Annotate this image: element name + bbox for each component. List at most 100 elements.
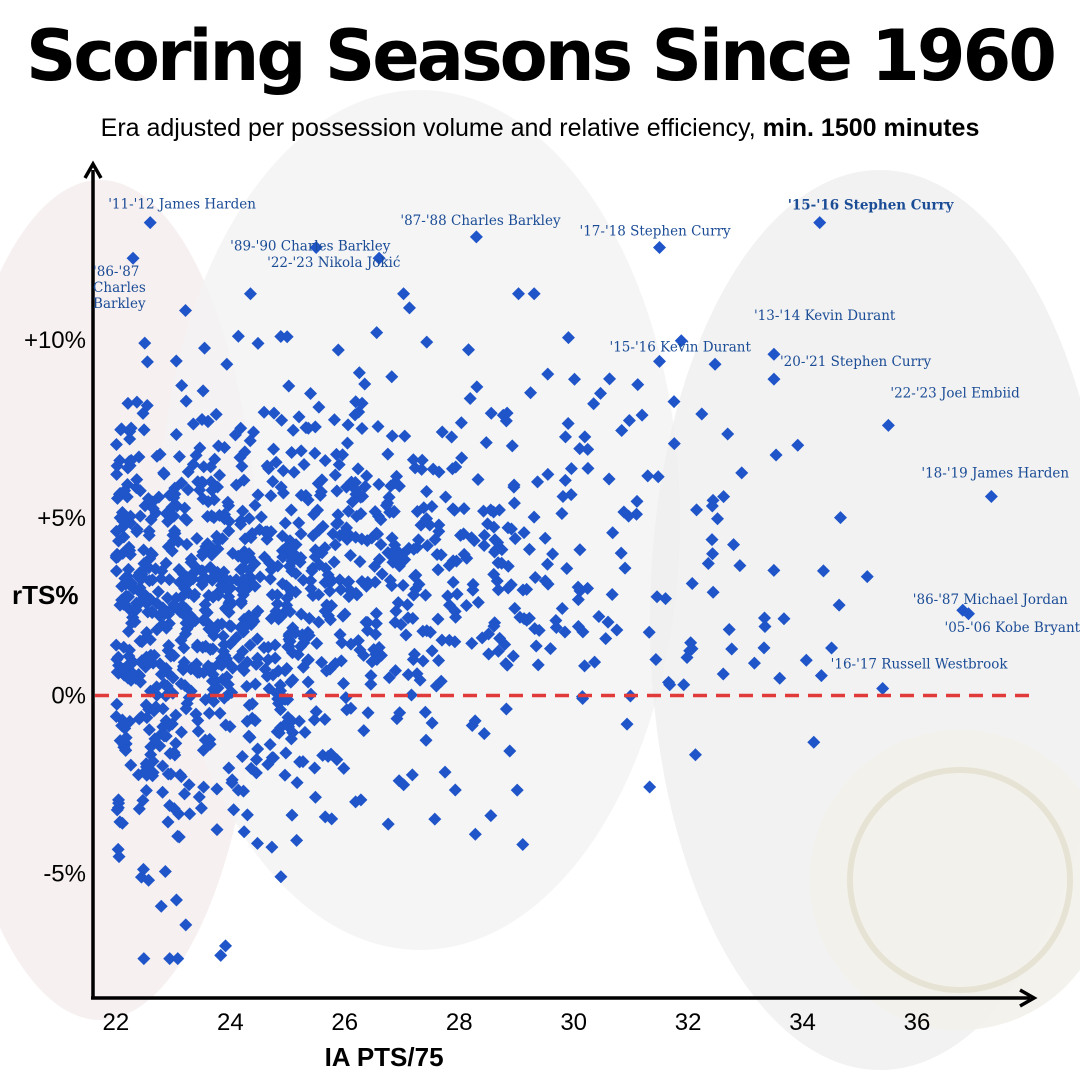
data-point — [124, 758, 138, 772]
data-point — [507, 478, 521, 492]
data-point — [116, 663, 130, 677]
x-tick-label: 30 — [560, 1009, 587, 1036]
data-point — [279, 746, 293, 760]
labeled-point — [469, 230, 483, 244]
data-point — [161, 815, 175, 829]
data-point — [236, 573, 250, 587]
data-point — [540, 557, 554, 571]
data-point — [832, 598, 846, 612]
data-point — [290, 833, 304, 847]
data-point — [124, 421, 138, 435]
data-point — [445, 462, 459, 476]
data-point — [272, 612, 286, 626]
data-point — [178, 511, 192, 525]
data-point — [304, 387, 318, 401]
data-point — [470, 380, 484, 394]
data-point — [520, 582, 534, 596]
data-point — [278, 768, 292, 782]
data-point — [711, 512, 725, 526]
data-point — [341, 504, 355, 518]
data-point — [495, 556, 509, 570]
x-tick-label: 28 — [446, 1009, 473, 1036]
data-point — [291, 648, 305, 662]
data-point — [617, 505, 631, 519]
data-point — [721, 427, 735, 441]
data-point — [282, 627, 296, 641]
data-point — [492, 503, 506, 517]
data-point — [153, 739, 167, 753]
labeled-point — [876, 681, 890, 695]
point-annotation: '05-'06 Kobe Bryant — [945, 620, 1080, 636]
data-point — [643, 780, 657, 794]
data-point — [253, 570, 267, 584]
data-point — [231, 329, 245, 343]
data-point — [224, 620, 238, 634]
x-tick-label: 22 — [103, 1009, 130, 1036]
data-point — [482, 647, 496, 661]
labeled-point — [767, 372, 781, 386]
data-point — [157, 466, 171, 480]
data-point — [272, 726, 286, 740]
data-point — [249, 753, 263, 767]
labeled-point — [653, 241, 666, 255]
data-point — [196, 640, 210, 654]
data-point — [334, 583, 348, 597]
data-point — [439, 490, 453, 504]
data-point — [667, 437, 681, 451]
data-point — [406, 611, 420, 625]
data-point — [166, 528, 180, 542]
data-point — [860, 570, 874, 584]
data-point — [158, 729, 172, 743]
data-point — [442, 633, 456, 647]
data-point — [425, 499, 439, 513]
data-point — [747, 656, 761, 670]
data-point — [708, 357, 722, 371]
data-point — [419, 588, 433, 602]
data-point — [109, 564, 123, 578]
data-point — [578, 430, 592, 444]
data-point — [140, 355, 154, 369]
data-point — [278, 516, 292, 530]
data-point — [265, 751, 279, 765]
chart-title: Scoring Seasons Since 1960 — [26, 15, 1057, 97]
data-point — [352, 405, 366, 419]
data-point — [420, 485, 434, 499]
data-point — [432, 654, 446, 668]
point-annotation: '86-'87 Charles Barkley — [93, 264, 146, 312]
data-point — [361, 706, 375, 720]
data-point — [416, 654, 430, 668]
data-point — [400, 598, 414, 612]
data-point — [337, 761, 351, 775]
data-point — [179, 702, 193, 716]
data-point — [171, 952, 185, 966]
data-point — [172, 450, 186, 464]
data-point — [358, 377, 372, 391]
data-point — [479, 436, 493, 450]
data-point — [110, 459, 124, 473]
labeled-point — [767, 347, 781, 361]
data-point — [240, 808, 254, 822]
y-axis-arrow — [83, 160, 103, 179]
points-layer — [109, 216, 998, 966]
data-point — [301, 421, 315, 435]
data-point — [650, 590, 664, 604]
data-point — [198, 341, 212, 355]
data-point — [117, 597, 131, 611]
data-point — [115, 719, 129, 733]
data-point — [561, 331, 575, 345]
data-point — [564, 462, 578, 476]
data-point — [599, 632, 613, 646]
data-point — [184, 571, 198, 585]
data-point — [601, 615, 615, 629]
data-point — [397, 778, 411, 792]
data-point — [190, 657, 204, 671]
data-point — [659, 592, 673, 606]
data-point — [587, 397, 601, 411]
x-tick-label: 34 — [789, 1009, 816, 1036]
data-point — [500, 406, 514, 420]
data-point — [418, 705, 432, 719]
data-point — [110, 697, 124, 711]
data-point — [549, 613, 563, 627]
data-point — [293, 755, 307, 769]
data-point — [727, 538, 741, 552]
